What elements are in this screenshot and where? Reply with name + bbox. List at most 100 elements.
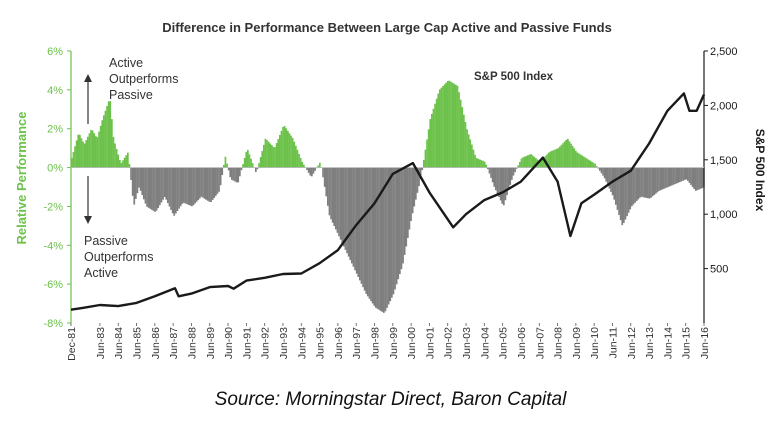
perf-bar-75	[191, 167, 193, 207]
perf-bar-182	[362, 167, 364, 288]
perf-bar-208	[403, 167, 406, 255]
perf-bar-211	[408, 167, 411, 230]
perf-bar-123	[267, 141, 270, 168]
perf-bar-217	[418, 167, 420, 187]
perf-bar-293	[539, 161, 542, 168]
perf-bar-33	[123, 157, 126, 168]
perf-bar-327	[594, 163, 596, 168]
perf-bar-98	[227, 167, 230, 171]
perf-bar-384	[685, 167, 688, 180]
perf-bar-84	[205, 167, 208, 200]
perf-bar-62	[170, 167, 172, 210]
perf-bar-222	[426, 139, 428, 168]
perf-bar-180	[359, 167, 361, 281]
perf-bar-15	[95, 136, 97, 168]
perf-bar-21	[104, 110, 107, 168]
perf-bar-285	[527, 155, 529, 168]
perf-bar-79	[197, 167, 200, 201]
annotation-passive-outperforms: Passive Outperforms Active	[84, 234, 153, 280]
perf-bar-74	[189, 167, 192, 206]
perf-bar-148	[307, 167, 310, 173]
perf-bar-82	[202, 167, 204, 198]
perf-bar-272	[506, 167, 508, 196]
perf-bar-385	[687, 167, 689, 181]
perf-bar-38	[131, 167, 134, 196]
perf-bar-42	[138, 167, 140, 188]
perf-bar-302	[554, 149, 556, 168]
perf-bar-122	[266, 140, 268, 168]
perf-bar-312	[570, 143, 572, 168]
perf-bar-262	[490, 167, 492, 178]
perf-bar-46	[144, 167, 147, 204]
y2-tick-label-2: 1,500	[710, 155, 738, 167]
perf-bar-247	[466, 129, 468, 168]
perf-bar-172	[346, 167, 348, 254]
y2-tick-label-3: 2,000	[710, 100, 738, 112]
perf-bar-275	[511, 167, 513, 180]
x-tick-label-2: Jun-84	[113, 327, 125, 359]
perf-bar-348	[627, 167, 630, 213]
perf-bar-66	[176, 167, 179, 212]
perf-bar-378	[675, 167, 678, 184]
perf-bar-282	[522, 157, 524, 168]
perf-bar-149	[309, 167, 312, 176]
perf-bar-388	[691, 167, 694, 187]
perf-bar-47	[146, 167, 148, 207]
perf-bar-265	[495, 167, 497, 191]
perf-bar-329	[597, 167, 600, 169]
perf-bar-118	[259, 157, 262, 168]
perf-bar-245	[463, 114, 465, 168]
perf-bar-328	[595, 166, 598, 168]
perf-bar-213	[411, 167, 414, 214]
perf-bar-169	[341, 167, 344, 244]
perf-bar-2	[74, 146, 76, 168]
perf-bar-383	[683, 167, 686, 181]
x-tick-label-32: Jun-14	[662, 327, 674, 359]
perf-bar-357	[642, 167, 644, 198]
perf-bar-34	[125, 155, 128, 168]
perf-bar-355	[639, 167, 641, 198]
perf-bar-89	[213, 167, 216, 198]
perf-bar-106	[240, 167, 243, 171]
perf-bar-36	[128, 164, 131, 168]
perf-bar-48	[147, 167, 150, 208]
perf-bar-344	[621, 167, 624, 226]
perf-bar-81	[200, 167, 203, 197]
x-tick-label-25: Jun-07	[534, 327, 546, 359]
perf-bar-235	[447, 80, 449, 168]
perf-bar-330	[599, 167, 601, 171]
perf-bar-230	[439, 89, 441, 168]
perf-bar-263	[491, 167, 494, 183]
perf-bar-18	[99, 125, 102, 168]
perf-bar-85	[207, 167, 209, 201]
perf-bar-362	[650, 167, 652, 198]
perf-bar-0	[71, 157, 73, 168]
perf-bar-314	[573, 148, 576, 168]
y-tick-label-2: -4%	[43, 240, 63, 252]
x-tick-label-5: Jun-87	[168, 327, 180, 359]
annotation-sp500: S&P 500 Index	[474, 71, 554, 83]
perf-bar-30	[119, 160, 121, 168]
perf-bar-324	[589, 160, 592, 168]
perf-bar-23	[107, 101, 110, 168]
perf-bar-249	[469, 139, 472, 168]
perf-bar-379	[677, 167, 680, 183]
perf-bar-292	[538, 160, 540, 168]
perf-bar-158	[323, 167, 326, 187]
perf-bar-301	[552, 150, 555, 168]
y-tick-label-0: -8%	[43, 318, 63, 330]
perf-bar-56	[160, 167, 163, 203]
perf-bar-159	[325, 167, 328, 197]
perf-bar-181	[360, 167, 363, 284]
perf-bar-129	[277, 139, 280, 168]
perf-bar-139	[293, 141, 296, 168]
perf-bar-219	[421, 167, 424, 171]
annotation-active-outperforms: Active Outperforms Passive	[109, 56, 178, 102]
x-tick-label-11: Jun-93	[278, 327, 290, 359]
perf-bar-151	[312, 167, 315, 174]
perf-bar-215	[415, 167, 417, 200]
arrow-down-icon	[84, 176, 92, 224]
perf-bar-119	[261, 150, 264, 168]
perf-bar-127	[274, 147, 276, 168]
perf-bar-273	[507, 167, 510, 190]
